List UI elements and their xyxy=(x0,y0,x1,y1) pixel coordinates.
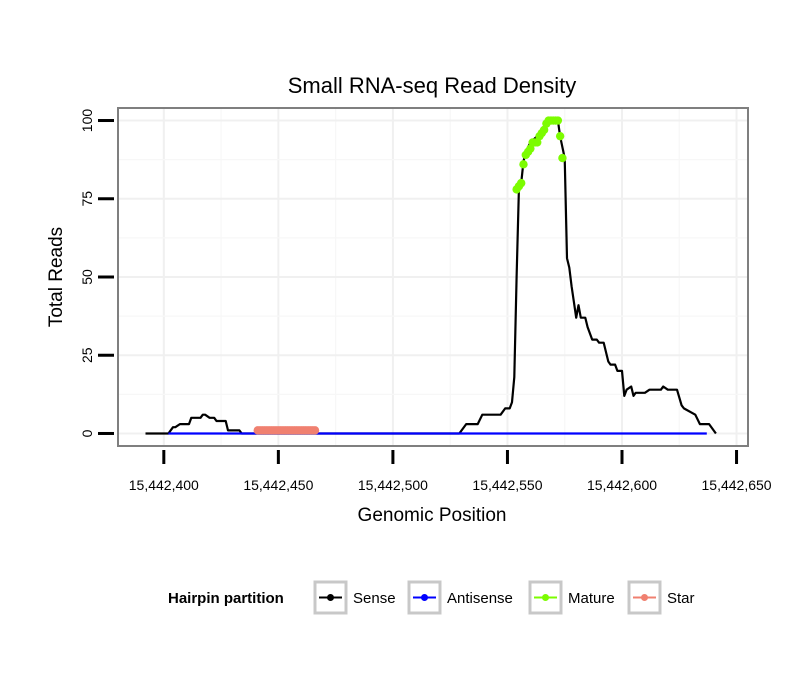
y-tick-label: 50 xyxy=(79,269,95,285)
series-star-point xyxy=(310,426,320,435)
legend-key-mature-point xyxy=(542,594,549,601)
y-tick-label: 0 xyxy=(79,429,95,437)
x-tick-label: 15,442,500 xyxy=(358,477,428,493)
series-mature-point xyxy=(517,178,526,188)
series-mature-point xyxy=(519,160,528,169)
legend-item-sense: Sense xyxy=(313,580,396,615)
series-sense-line xyxy=(145,119,717,435)
legend-key-antisense-point xyxy=(421,594,428,601)
series-mature-point xyxy=(555,131,565,141)
legend-label-antisense: Antisense xyxy=(447,590,513,607)
x-axis: 15,442,400 15,442,450 15,442,500 15,442,550… xyxy=(129,450,772,493)
y-tick-label: 75 xyxy=(79,191,95,207)
plot-border xyxy=(117,107,749,447)
x-tick-label: 15,442,550 xyxy=(472,477,542,493)
legend: Hairpin partition Sense Antisense Mature… xyxy=(168,580,695,615)
legend-label-sense: Sense xyxy=(353,590,396,607)
y-tick-label: 100 xyxy=(79,109,95,133)
legend-label-star: Star xyxy=(667,590,695,607)
legend-item-star: Star xyxy=(627,580,695,615)
series-mature-tail-point xyxy=(558,153,567,163)
x-tick-label: 15,442,650 xyxy=(702,477,772,493)
gridlines xyxy=(118,108,748,446)
series-layer xyxy=(145,116,717,435)
legend-item-mature: Mature xyxy=(528,580,615,615)
legend-title: Hairpin partition xyxy=(168,590,284,607)
chart-title: Small RNA-seq Read Density xyxy=(288,73,577,98)
x-tick-label: 15,442,400 xyxy=(129,477,199,493)
x-tick-label: 15,442,600 xyxy=(587,477,657,493)
legend-item-antisense: Antisense xyxy=(407,580,513,615)
y-axis: 0 25 50 75 100 xyxy=(79,109,114,437)
legend-label-mature: Mature xyxy=(568,590,615,607)
legend-key-sense-point xyxy=(327,594,334,601)
x-axis-title: Genomic Position xyxy=(358,505,507,526)
y-axis-title: Total Reads xyxy=(46,227,67,327)
legend-key-star-point xyxy=(641,594,648,601)
series-mature-point xyxy=(553,116,563,125)
x-tick-label: 15,442,450 xyxy=(243,477,313,493)
y-tick-label: 25 xyxy=(79,347,95,363)
